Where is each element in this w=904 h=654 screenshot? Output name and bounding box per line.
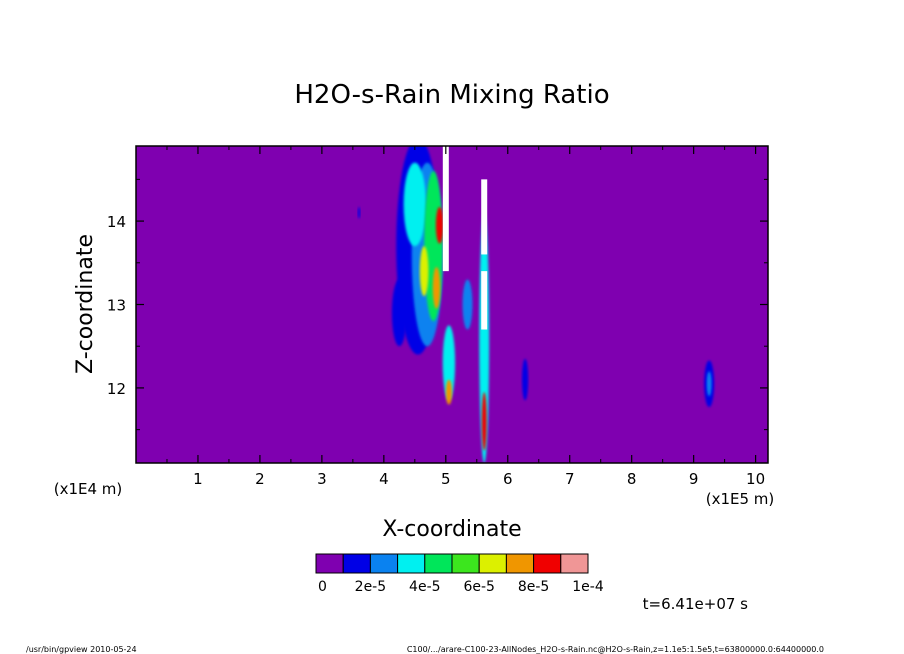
colorbar-label-3: 6e-5: [463, 579, 494, 595]
contour-region-13: [522, 358, 529, 401]
colorbar-swatch-4: [424, 553, 453, 574]
contour-region-8: [445, 379, 452, 405]
y-tick-label-14: 14: [107, 213, 126, 231]
x-tick-label-2: 2: [255, 470, 265, 488]
contour-region-4: [419, 246, 429, 297]
colorbar: 0 2e-5 4e-5 6e-5 8e-5 1e-4: [315, 553, 604, 595]
time-label: t=6.41e+07 s: [643, 595, 749, 613]
x-tick-label-5: 5: [441, 470, 451, 488]
contour-region-6: [435, 206, 444, 244]
colorbar-swatch-8: [533, 553, 562, 574]
contour-region-16: [357, 206, 361, 219]
unfilled-region-1: [481, 271, 488, 330]
chart-title: H2O-s-Rain Mixing Ratio: [294, 80, 609, 110]
colorbar-swatch-0: [315, 553, 344, 574]
contour-region-10: [462, 279, 473, 330]
x-tick-label-4: 4: [379, 470, 389, 488]
x-tick-label-6: 6: [503, 470, 513, 488]
y-axis-title: Z-coordinate: [73, 234, 98, 374]
colorbar-swatch-2: [369, 553, 399, 574]
x-axis-title: X-coordinate: [382, 517, 521, 542]
colorbar-swatch-3: [397, 553, 426, 574]
x-axis: 1 2 3 4 5 6 7 8 9 10: [166, 146, 765, 488]
y-scale-label: (x1E4 m): [54, 480, 123, 498]
y-tick-label-12: 12: [107, 380, 126, 398]
contour-layer: [357, 146, 715, 463]
x-tick-label-3: 3: [317, 470, 327, 488]
contour-region-15: [706, 371, 712, 397]
x-tick-label-8: 8: [627, 470, 637, 488]
colorbar-label-2: 4e-5: [409, 579, 440, 595]
contour-region-5: [432, 266, 441, 309]
x-scale-label: (x1E5 m): [706, 490, 775, 508]
x-tick-label-10: 10: [746, 470, 765, 488]
contour-region-12: [481, 392, 487, 451]
colorbar-swatch-7: [505, 553, 535, 574]
file-info: C100/.../arare-C100-23-AllNodes_H2O-s-Ra…: [407, 645, 824, 654]
contour-region-2: [403, 162, 426, 247]
unfilled-region-0: [442, 146, 449, 272]
program-info: /usr/bin/gpview 2010-05-24: [26, 645, 137, 654]
colorbar-swatch-1: [342, 553, 371, 574]
x-tick-label-1: 1: [193, 470, 203, 488]
x-tick-label-9: 9: [689, 470, 699, 488]
unfilled-region-2: [481, 179, 488, 255]
colorbar-label-4: 8e-5: [518, 579, 549, 595]
colorbar-label-5: 1e-4: [572, 579, 604, 595]
y-tick-label-13: 13: [107, 297, 126, 315]
colorbar-label-1: 2e-5: [355, 579, 386, 595]
colorbar-swatch-5: [451, 553, 480, 574]
plot-background: [136, 146, 768, 463]
colorbar-swatch-9: [560, 553, 589, 574]
contour-region-9: [391, 279, 407, 347]
colorbar-swatch-6: [478, 553, 507, 574]
x-tick-label-7: 7: [565, 470, 575, 488]
contour-region-7: [442, 325, 456, 401]
y-axis: 12 13 14: [107, 178, 768, 431]
colorbar-label-0: 0: [318, 579, 327, 595]
